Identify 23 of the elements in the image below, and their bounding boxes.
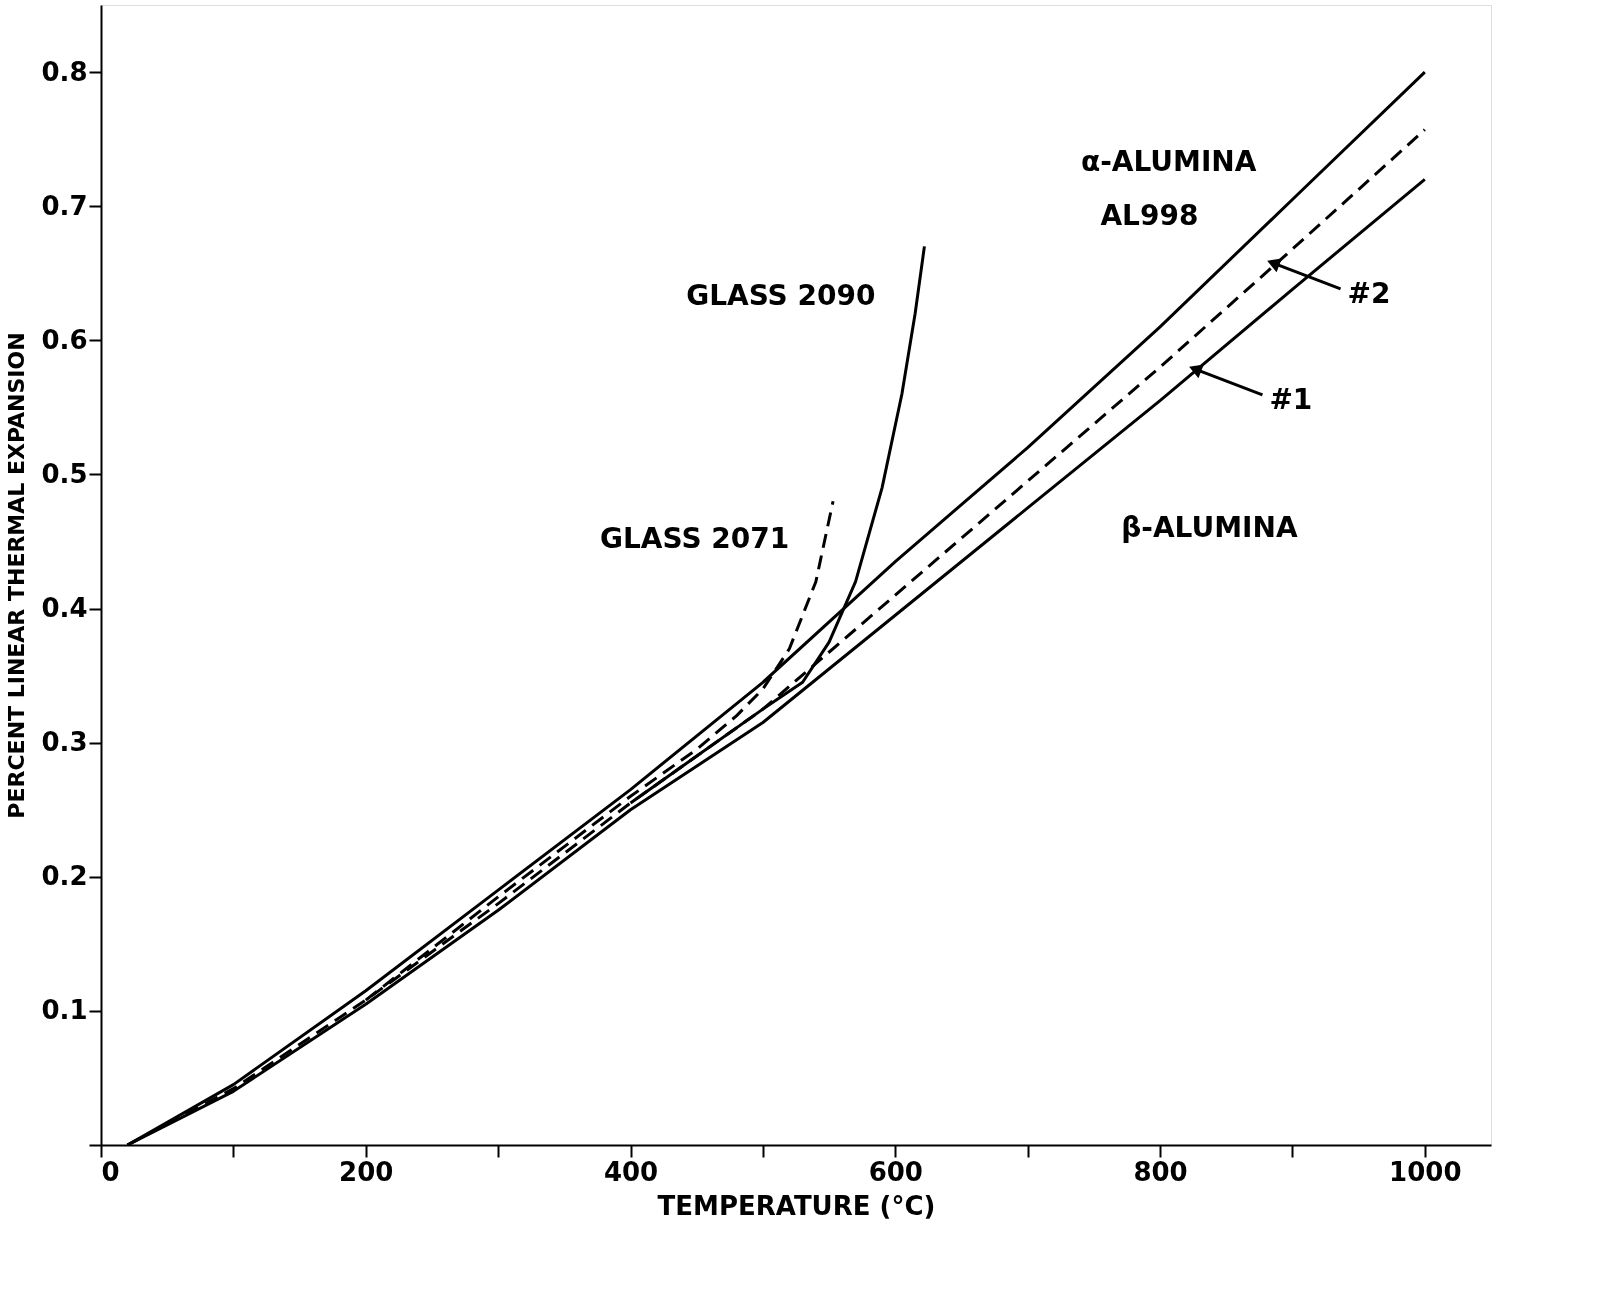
y-tick-label: 0.4 — [41, 593, 88, 624]
x-tick-label: 800 — [1133, 1156, 1188, 1187]
y-axis-title: PERCENT LINEAR THERMAL EXPANSION — [4, 332, 30, 819]
annotation: α-ALUMINA — [1080, 145, 1257, 179]
y-tick-label: 0.3 — [41, 727, 88, 758]
x-axis-title: TEMPERATURE (°C) — [657, 1190, 936, 1221]
x-tick-label: 600 — [868, 1156, 923, 1187]
y-tick-label: 0.5 — [41, 458, 88, 489]
x-tick-label: 400 — [603, 1156, 659, 1187]
x-tick-label: 1000 — [1389, 1156, 1462, 1187]
x-tick-label: 200 — [339, 1156, 394, 1187]
annotation: AL998 — [1100, 199, 1199, 233]
y-tick-label: 0.7 — [41, 190, 88, 221]
y-tick-label: 0.8 — [41, 56, 88, 87]
annotation: GLASS 2090 — [686, 278, 876, 312]
y-tick-label: 0.2 — [41, 861, 88, 892]
x-tick-label: 0 — [101, 1156, 120, 1187]
y-tick-label: 0.6 — [41, 324, 88, 355]
annotation: #2 — [1347, 276, 1391, 310]
annotation: β-ALUMINA — [1121, 511, 1298, 545]
annotation: #1 — [1269, 382, 1313, 416]
y-tick-label: 0.1 — [41, 995, 88, 1026]
annotation: GLASS 2071 — [600, 521, 790, 555]
